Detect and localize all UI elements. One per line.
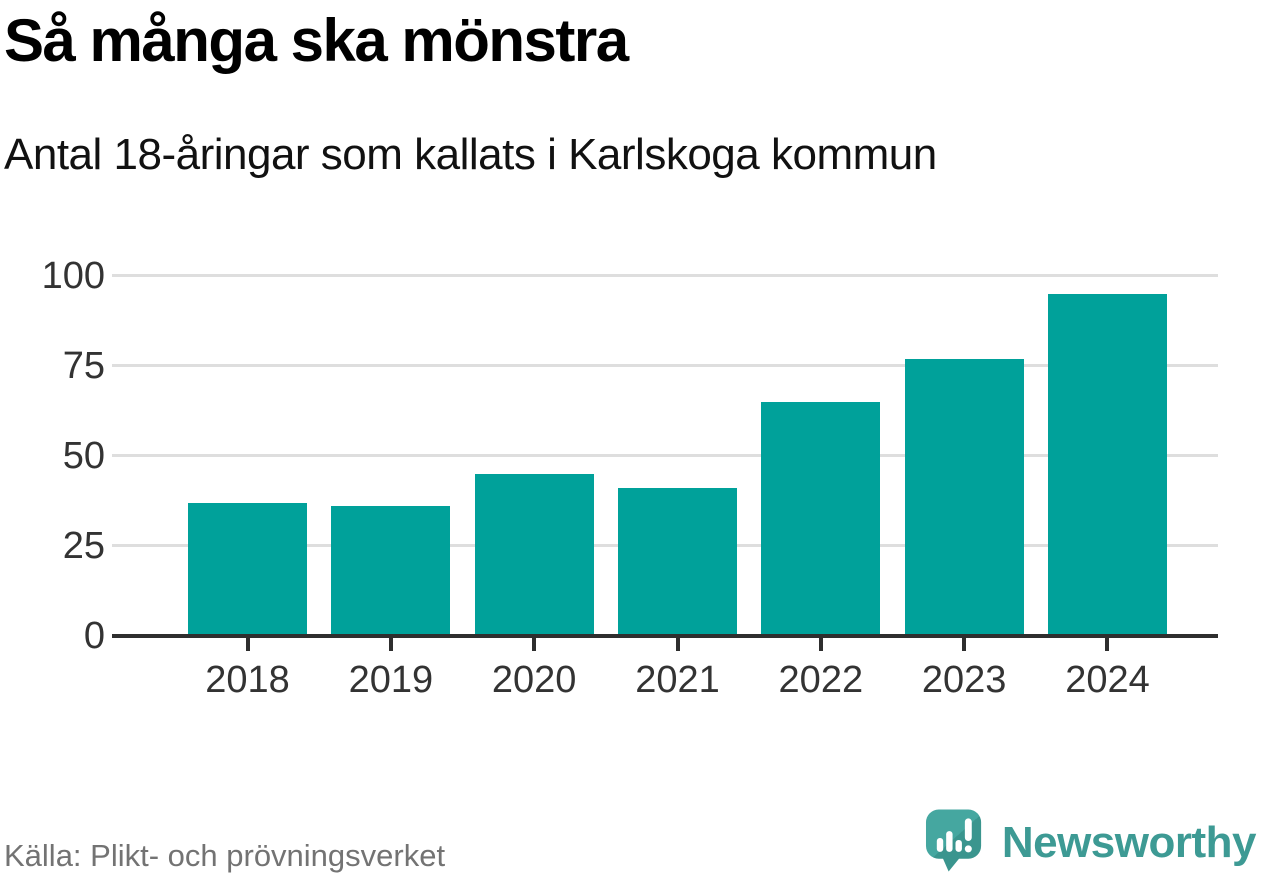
x-axis-cell-2023: 2023 <box>905 638 1024 702</box>
bars-band <box>188 276 1167 636</box>
bar-2020 <box>474 474 594 636</box>
x-axis-label-2020: 2020 <box>491 659 577 701</box>
y-axis-label-75: 75 <box>62 345 105 387</box>
x-axis-label-2023: 2023 <box>921 659 1007 701</box>
y-axis-label-25: 25 <box>62 525 105 567</box>
bar-2019 <box>331 506 451 636</box>
source-note: Källa: Plikt- och prövningsverket <box>4 838 446 873</box>
x-axis-line <box>112 634 1218 638</box>
brand-name: Newsworthy <box>1001 818 1257 867</box>
plot-area <box>112 274 1218 638</box>
y-axis: 0 25 50 75 100 <box>0 257 105 655</box>
x-axis-tick <box>1105 638 1110 651</box>
x-axis-band: 2018 2019 2020 2021 2022 2023 2024 <box>188 638 1167 702</box>
bar-2022 <box>761 402 881 636</box>
x-axis-cell-2018: 2018 <box>188 638 307 702</box>
x-axis-cell-2021: 2021 <box>618 638 737 702</box>
x-axis-cell-2024: 2024 <box>1048 638 1167 702</box>
x-axis-tick <box>818 638 823 651</box>
x-axis-tick <box>675 638 680 651</box>
y-axis-label-100: 100 <box>41 255 105 297</box>
gridline-50 <box>112 454 1218 457</box>
y-axis-label-0: 0 <box>83 615 105 657</box>
x-axis-label-2018: 2018 <box>205 659 290 701</box>
x-axis-tick <box>962 638 967 651</box>
x-axis-label-2024: 2024 <box>1065 659 1150 701</box>
y-axis-label-50: 50 <box>62 435 105 477</box>
x-axis-label-2022: 2022 <box>778 659 864 701</box>
x-axis-cell-2019: 2019 <box>331 638 450 702</box>
bar-2018 <box>188 502 308 636</box>
chart-subtitle: Antal 18-åringar som kallats i Karlskoga… <box>4 130 937 179</box>
x-axis-cell-2020: 2020 <box>475 638 594 702</box>
brand-footer: Newsworthy <box>925 808 1257 879</box>
bar-2021 <box>617 488 738 636</box>
x-axis-label-2019: 2019 <box>348 659 434 701</box>
x-axis-tick <box>245 638 250 651</box>
x-axis-cell-2022: 2022 <box>761 638 880 702</box>
chart-title: Så många ska mönstra <box>4 7 629 74</box>
x-axis-tick <box>532 638 537 651</box>
newsworthy-logo-icon <box>925 808 988 879</box>
x-axis-tick <box>388 638 393 651</box>
gridline-75 <box>112 364 1218 367</box>
bar-2024 <box>1047 294 1167 636</box>
x-axis-label-2021: 2021 <box>635 659 720 701</box>
bar-2023 <box>904 358 1024 636</box>
gridline-100 <box>112 274 1218 277</box>
